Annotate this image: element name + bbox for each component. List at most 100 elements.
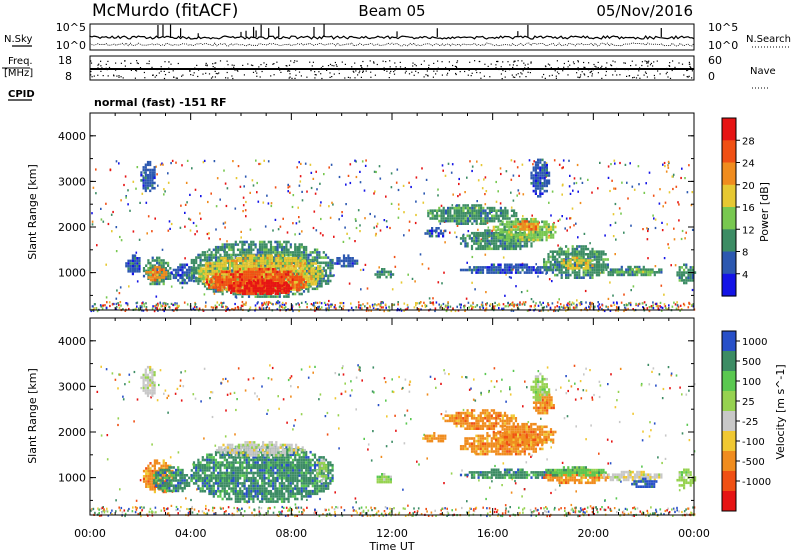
scatter-speckle [379,304,382,307]
scatter-speckle [653,512,656,515]
scatter-speckle [115,308,118,311]
scatter-speckle [534,509,537,512]
nave-dot [502,69,504,72]
scatter-speckle [537,508,539,512]
scatter-speckle [502,307,505,310]
scatter-speckle [220,301,222,304]
nave-dot [470,75,472,77]
scatter-speckle [107,222,110,226]
scatter-speckle [513,304,515,307]
scatter-speckle [135,307,137,310]
scatter-speckle [654,226,657,230]
scatter-speckle [519,511,521,515]
scatter-speckle [622,510,625,513]
scatter-speckle [350,514,353,517]
scatter-speckle [111,303,114,306]
scatter-speckle [596,508,598,511]
scatter-speckle [293,424,295,427]
scatter-speckle [519,301,521,304]
scatter-speckle [360,506,363,509]
scatter-speckle [115,160,118,163]
scatter-speckle [418,302,421,305]
scatter-speckle [318,305,320,308]
scatter-speckle [127,189,129,192]
scatter-speckle [568,185,571,188]
scatter-speckle [314,305,316,308]
scatter-speckle [677,305,680,308]
scatter-speckle [632,285,635,288]
scatter-speckle [661,461,663,465]
scatter-speckle [467,511,470,514]
scatter-speckle [591,398,594,401]
scatter-speckle [355,219,357,222]
nave-dot [675,68,678,70]
scatter-speckle [550,214,552,217]
nave-dot [671,69,673,72]
nave-dot [490,63,492,65]
scatter-speckle [490,380,493,383]
nave-dot [309,61,311,63]
scatter-speckle [137,512,139,516]
scatter-speckle [354,497,357,500]
scatter-speckle [579,510,581,513]
scatter-speckle [652,512,654,515]
echo-region [228,279,293,295]
nave-dot [637,74,639,76]
nave-dot [285,65,287,67]
colorbar-tick-label: 500 [742,357,761,368]
scatter-speckle [498,307,500,310]
scatter-speckle [610,373,612,376]
scatter-speckle [176,508,179,511]
scatter-speckle [434,509,436,512]
scatter-speckle [131,510,134,513]
scatter-speckle [439,513,442,516]
scatter-speckle [443,307,446,311]
scatter-speckle [624,507,627,510]
scatter-speckle [150,396,152,399]
scatter-speckle [225,309,227,312]
nave-dot [373,61,375,63]
scatter-speckle [488,390,490,394]
scatter-speckle [354,218,357,221]
nave-dot [550,67,552,69]
scatter-speckle [643,191,646,194]
colorbar-tick-label: 25 [742,397,755,408]
nave-dot [508,69,511,71]
scatter-speckle [202,161,205,164]
scatter-speckle [102,304,105,307]
scatter-speckle [691,288,694,292]
scatter-speckle [671,305,674,308]
scatter-speckle [434,309,436,313]
y-tick-label: 3000 [58,175,86,188]
nave-dot [594,65,596,67]
scatter-speckle [550,491,552,495]
scatter-speckle [191,167,193,170]
scatter-speckle [386,415,388,418]
scatter-speckle [272,229,274,232]
nave-dot [588,69,590,71]
scatter-speckle [227,506,230,509]
scatter-speckle [235,177,238,180]
scatter-speckle [328,304,330,307]
scatter-speckle [342,305,345,308]
nave-dot [631,60,633,62]
scatter-speckle [290,375,293,378]
scatter-speckle [188,508,191,511]
scatter-speckle [673,508,676,511]
scatter-speckle [609,224,612,227]
nave-dot [405,70,407,72]
scatter-speckle [328,205,330,208]
nave-dot [250,64,253,66]
nave-dot [472,68,474,70]
scatter-speckle [535,302,537,305]
scatter-speckle [206,250,209,253]
scatter-speckle [346,232,348,235]
nave-dot [667,76,669,78]
scatter-speckle [223,169,225,172]
nave-dot [383,69,385,71]
scatter-speckle [289,191,291,194]
scatter-speckle [312,304,314,307]
nave-dot [644,60,646,62]
scatter-speckle [413,510,416,514]
scatter-speckle [504,512,507,515]
